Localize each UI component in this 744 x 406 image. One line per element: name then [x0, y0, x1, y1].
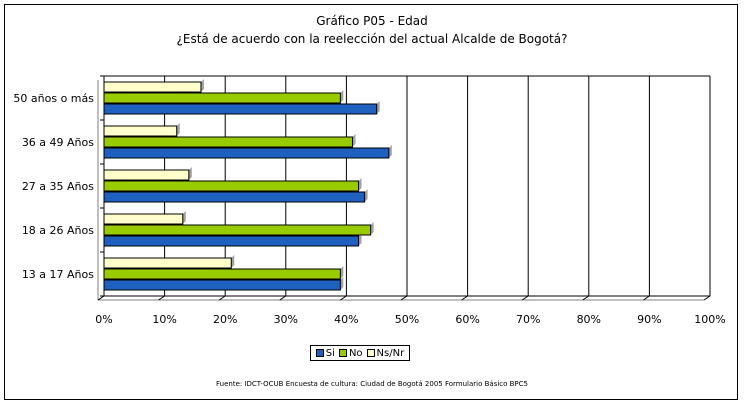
bar-depth: [340, 277, 344, 290]
gridline-depth: [218, 295, 226, 301]
y-tick-label: 13 a 17 Años: [22, 268, 94, 281]
gridline-depth: [582, 295, 590, 301]
legend-label-no: No: [348, 347, 363, 359]
x-tick-label: 10%: [152, 313, 176, 326]
bar-no: [103, 92, 341, 104]
gridline-depth: [643, 295, 650, 301]
y-tick-label: 18 a 26 Años: [22, 224, 94, 237]
legend-label-si: Si: [325, 347, 335, 359]
bar-depth: [358, 233, 362, 246]
bar-si: [103, 235, 360, 247]
bar-depth: [340, 90, 344, 103]
bar-no: [103, 136, 353, 148]
legend-swatch-nsnr: [366, 349, 375, 357]
bar-depth: [352, 134, 356, 147]
bar-nsnr: [103, 169, 190, 181]
gridline-depth: [703, 295, 711, 301]
bar-depth: [370, 222, 374, 235]
bar-nsnr: [103, 257, 232, 269]
x-tick-label: 90%: [637, 313, 661, 326]
bar-depth: [188, 167, 192, 180]
x-tick-label: 80%: [577, 313, 601, 326]
bar-nsnr: [103, 213, 184, 225]
bar-depth: [182, 211, 186, 224]
bar-no: [103, 268, 341, 280]
bar-si: [103, 191, 366, 203]
legend-swatch-no: [338, 349, 347, 357]
x-tick-label: 40%: [334, 313, 358, 326]
bar-depth: [176, 123, 180, 136]
gridline-depth: [400, 295, 408, 301]
legend-item-si: Si: [315, 347, 335, 359]
x-tick-label: 60%: [455, 313, 479, 326]
bar-depth: [364, 189, 368, 202]
legend-label-nsnr: Ns/Nr: [376, 347, 405, 359]
x-tick-label: 70%: [516, 313, 540, 326]
x-tick-label: 50%: [395, 313, 419, 326]
bar-depth: [231, 255, 235, 268]
gridline-depth: [158, 295, 165, 301]
bar-depth: [200, 79, 204, 92]
legend-item-nsnr: Ns/Nr: [366, 347, 405, 359]
bar-si: [103, 147, 390, 159]
chart-title: Gráfico P05 - Edad: [316, 14, 428, 28]
gridline-depth: [279, 295, 287, 301]
x-tick-label: 0%: [95, 313, 112, 326]
x-tick-label: 30%: [274, 313, 298, 326]
y-tick-label: 36 a 49 Años: [22, 136, 94, 149]
legend-item-no: No: [338, 347, 363, 359]
x-tick-label: 20%: [213, 313, 237, 326]
bar-si: [103, 279, 341, 291]
y-tick-label: 50 años o más: [13, 92, 94, 105]
gridline-depth: [97, 295, 105, 301]
gridline-depth: [340, 295, 347, 301]
legend-swatch-si: [315, 349, 324, 357]
gridline-depth: [461, 295, 468, 301]
chart-source: Fuente: IDCT-OCUB Encuesta de cultura: C…: [216, 380, 528, 388]
bar-no: [103, 224, 372, 236]
bar-nsnr: [103, 81, 202, 93]
bar-no: [103, 180, 360, 192]
bar-depth: [376, 101, 380, 114]
bar-depth: [358, 178, 362, 191]
y-tick-label: 27 a 35 Años: [22, 180, 94, 193]
bar-si: [103, 103, 378, 115]
bar-depth: [340, 266, 344, 279]
gridline-depth: [521, 295, 529, 301]
chart-subtitle: ¿Está de acuerdo con la reelección del a…: [176, 32, 568, 46]
chart-legend: Si No Ns/Nr: [310, 345, 410, 361]
x-tick-label: 100%: [694, 313, 725, 326]
bar-nsnr: [103, 125, 178, 137]
bar-depth: [388, 145, 392, 158]
